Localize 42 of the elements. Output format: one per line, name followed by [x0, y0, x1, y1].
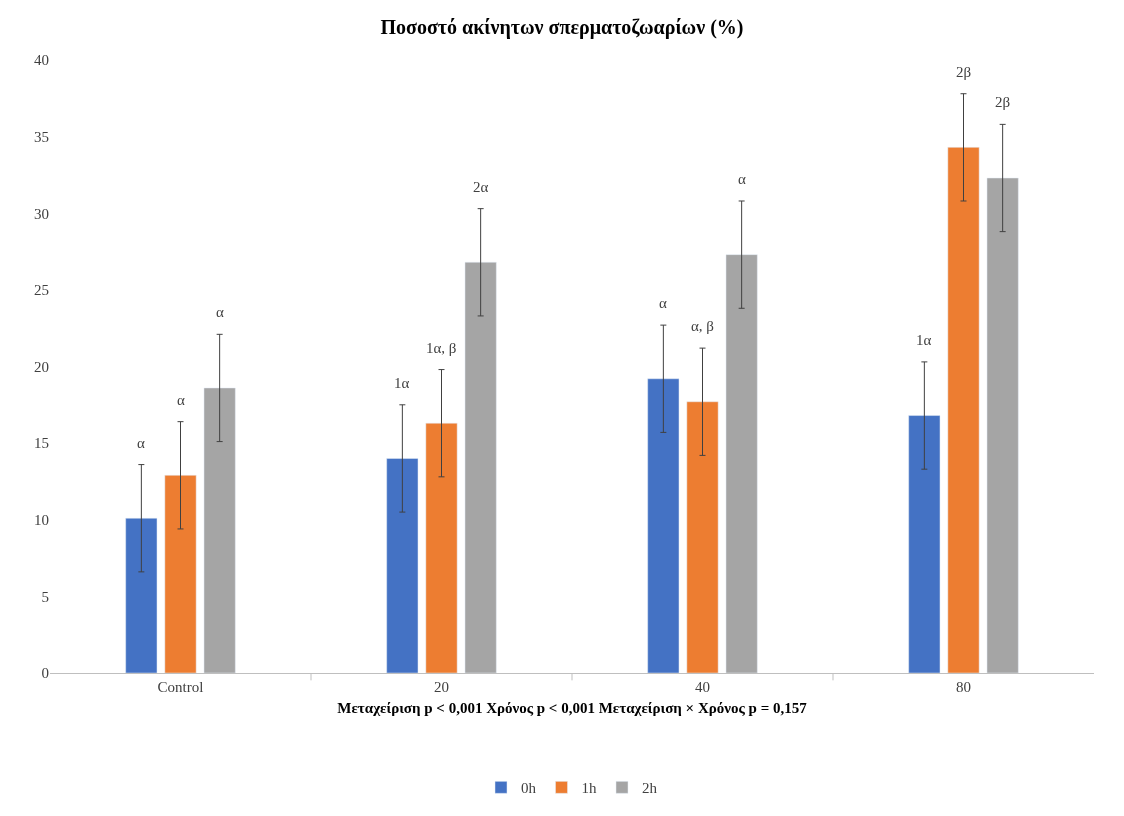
bar [686, 401, 719, 673]
legend-label: 2h [642, 780, 658, 797]
annotation: α [738, 171, 746, 187]
y-tick-label: 15 [34, 435, 49, 452]
y-tick-label: 5 [41, 588, 49, 605]
annotation: α [216, 304, 224, 320]
x-tick-label: 20 [434, 679, 449, 695]
annotation: α [659, 295, 667, 311]
x-tick-label: Control [157, 679, 204, 695]
x-tick-label: 80 [956, 679, 971, 695]
bar [203, 387, 236, 673]
bar [725, 254, 758, 673]
annotation: 2β [956, 64, 972, 80]
y-tick-label: 20 [34, 358, 49, 375]
bar [425, 422, 458, 673]
annotation: 1α [394, 375, 410, 391]
annotation: α [177, 392, 185, 408]
y-tick-label: 40 [34, 52, 49, 69]
bar [125, 517, 158, 673]
annotation: 2β [995, 94, 1011, 110]
annotation: α [137, 435, 145, 451]
bar [908, 415, 941, 673]
legend-label: 0h [521, 780, 537, 797]
bar [386, 458, 419, 673]
x-axis-title: Μεταχείριση p < 0,001 Χρόνος p < 0,001 Μεταχείριση × Χρόνος p = 0,157 [337, 700, 808, 716]
y-tick-label: 0 [41, 665, 49, 682]
annotation: 1α, β [426, 340, 457, 356]
y-tick-label: 30 [34, 205, 49, 222]
bar [986, 177, 1019, 673]
bar [947, 147, 980, 673]
y-tick-label: 10 [34, 512, 49, 528]
bar [647, 378, 680, 673]
x-tick-label: 40 [695, 679, 710, 695]
annotation: 1α [916, 332, 932, 348]
legend-label: 1h [581, 780, 597, 797]
annotation: 2α [473, 179, 489, 195]
y-tick-label: 35 [34, 128, 49, 145]
chart-title: Ποσοστό ακίνητων σπερματοζωαρίων (%) [380, 16, 744, 40]
y-tick-label: 25 [34, 282, 49, 299]
annotation: α, β [691, 318, 714, 334]
bar [164, 475, 197, 673]
bar [464, 262, 497, 673]
